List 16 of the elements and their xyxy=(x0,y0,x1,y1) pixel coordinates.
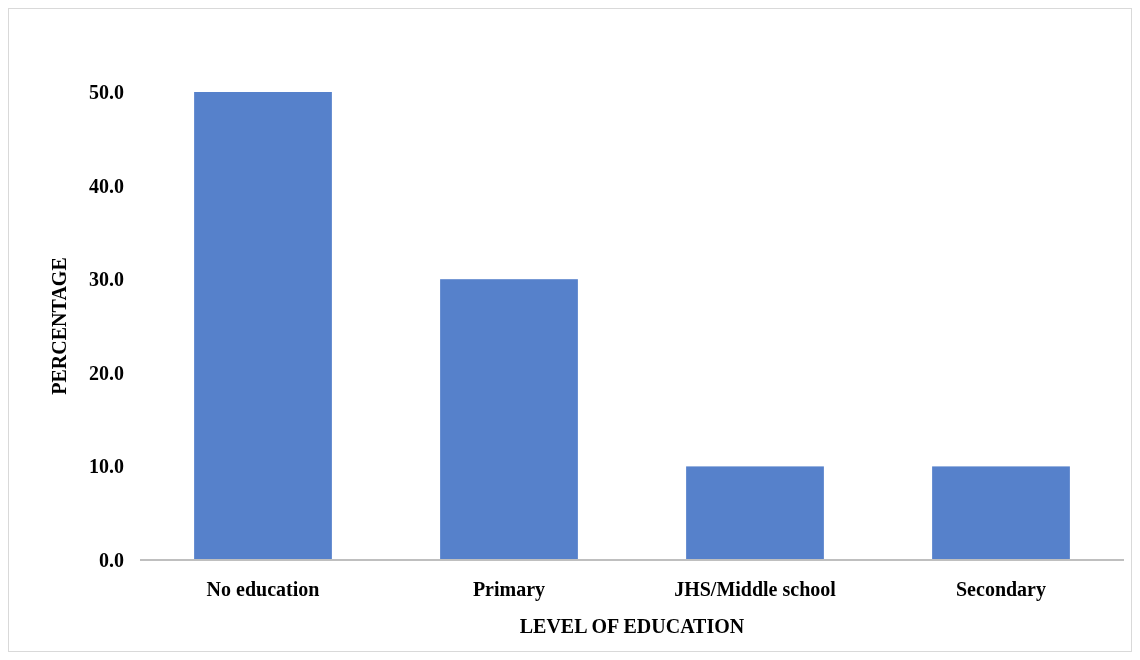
y-tick-label: 20.0 xyxy=(89,361,124,384)
y-tick-label: 50.0 xyxy=(89,81,124,103)
bar xyxy=(686,466,824,560)
bar xyxy=(440,279,578,560)
x-axis-title: LEVEL OF EDUCATION xyxy=(519,615,745,637)
y-axis-title: PERCENTAGE xyxy=(48,257,70,395)
y-tick-label: 40.0 xyxy=(89,174,124,197)
x-tick-label: Primary xyxy=(472,578,546,601)
y-tick-label: 10.0 xyxy=(89,455,124,478)
y-tick-label: 0.0 xyxy=(99,549,124,571)
x-tick-label: JHS/Middle school xyxy=(674,578,837,600)
bar xyxy=(194,92,332,560)
bar xyxy=(932,466,1070,560)
x-tick-label: Secondary xyxy=(956,578,1046,601)
y-tick-label: 30.0 xyxy=(89,268,124,291)
x-tick-label: No education xyxy=(206,578,320,600)
